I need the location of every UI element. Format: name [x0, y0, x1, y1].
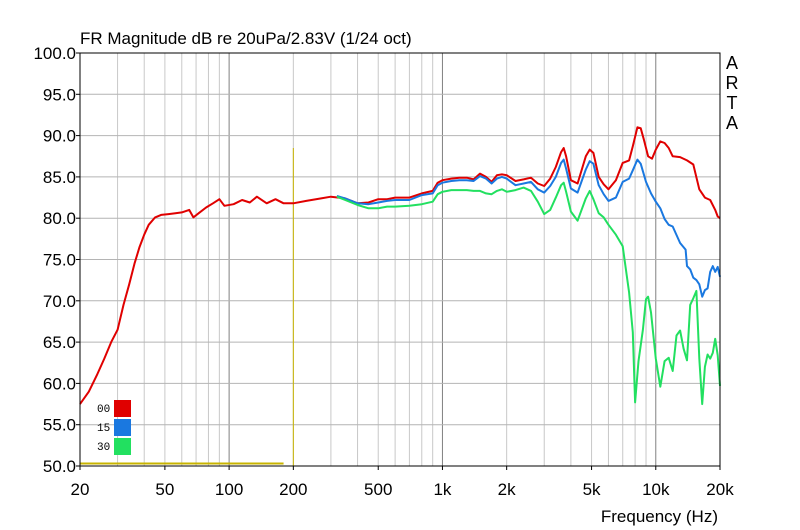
x-tick-label: 20	[71, 480, 90, 499]
y-tick-label: 60.0	[43, 374, 76, 393]
brand-letter: A	[726, 53, 738, 73]
brand-letter: A	[726, 113, 738, 133]
legend-swatch	[114, 419, 131, 436]
series-line-00	[79, 126, 721, 405]
y-tick-label: 90.0	[43, 127, 76, 146]
series-line-30	[336, 181, 721, 406]
legend-label: 00	[97, 404, 110, 416]
legend-swatch	[114, 438, 131, 455]
x-tick-label: 2k	[498, 480, 516, 499]
brand-letter: T	[727, 93, 738, 113]
x-tick-label: 100	[215, 480, 243, 499]
x-tick-label: 20k	[706, 480, 734, 499]
y-tick-label: 75.0	[43, 251, 76, 270]
y-tick-label: 80.0	[43, 209, 76, 228]
y-tick-label: 85.0	[43, 168, 76, 187]
series-line-15	[336, 158, 721, 298]
x-tick-label: 10k	[642, 480, 670, 499]
x-tick-label: 1k	[433, 480, 451, 499]
x-tick-label: 50	[155, 480, 174, 499]
chart-title: FR Magnitude dB re 20uPa/2.83V (1/24 oct…	[80, 29, 412, 48]
legend-label: 30	[97, 442, 110, 454]
y-tick-label: 100.0	[33, 44, 76, 63]
legend: 00 15 30	[97, 400, 131, 455]
y-tick-label: 70.0	[43, 292, 76, 311]
x-tick-label: 5k	[583, 480, 601, 499]
grid	[80, 53, 720, 466]
y-tick-label: 50.0	[43, 457, 76, 476]
x-tick-label: 200	[279, 480, 307, 499]
y-tick-label: 55.0	[43, 416, 76, 435]
x-axis-label: Frequency (Hz)	[601, 507, 718, 526]
x-axis-ticks: 20 50 100 200 500 1k 2k 5k 10k 20k	[71, 466, 734, 499]
legend-swatch	[114, 400, 131, 417]
x-tick-label: 500	[364, 480, 392, 499]
y-axis-ticks: 100.0 95.0 90.0 85.0 80.0 75.0 70.0 65.0 60.0 55.…	[33, 44, 80, 476]
y-tick-label: 65.0	[43, 333, 76, 352]
reference-markers	[80, 147, 294, 466]
legend-label: 15	[97, 423, 110, 435]
y-tick-label: 95.0	[43, 85, 76, 104]
series-lines	[79, 126, 721, 406]
brand-letter: R	[726, 73, 739, 93]
